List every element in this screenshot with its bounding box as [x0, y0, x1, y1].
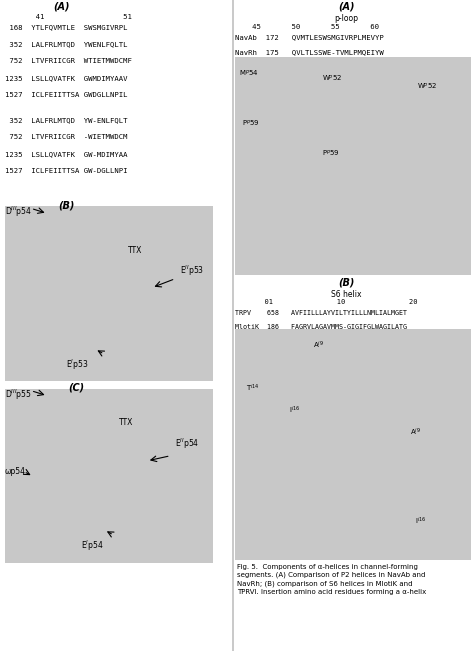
Text: 752  LTVFRIICGR  -WIETMWDCM: 752 LTVFRIICGR -WIETMWDCM — [5, 134, 127, 140]
Text: 168  YTLFQVMTLE  SWSMGIVRPL: 168 YTLFQVMTLE SWSMGIVRPL — [5, 24, 127, 30]
Text: 1235  LSLLQVATFK  GW-MDIMYAA: 1235 LSLLQVATFK GW-MDIMYAA — [5, 151, 127, 157]
Text: D$^{III}$p54: D$^{III}$p54 — [5, 205, 32, 219]
Text: (A): (A) — [54, 2, 70, 12]
Text: ωp54: ωp54 — [5, 467, 26, 476]
FancyBboxPatch shape — [235, 57, 471, 275]
Text: W$^p$52: W$^p$52 — [322, 73, 343, 83]
Text: (B): (B) — [338, 277, 354, 287]
Text: 1527  ICLFEIITTSA GWDGLLNPIL: 1527 ICLFEIITTSA GWDGLLNPIL — [5, 92, 127, 98]
Text: P$^p$59: P$^p$59 — [242, 118, 259, 128]
Text: 752  LTVFRIICGR  WTIETMWDCMF: 752 LTVFRIICGR WTIETMWDCMF — [5, 58, 132, 64]
Text: E$^{II}$p54: E$^{II}$p54 — [175, 436, 200, 450]
Text: NavAb  172   QVMTLESWSMGIVRPLMEVYP: NavAb 172 QVMTLESWSMGIVRPLMEVYP — [235, 34, 383, 40]
Text: MlotiK  186   FAGRVLAGAVMMS-GIGIFGLWAGILATG: MlotiK 186 FAGRVLAGAVMMS-GIGIFGLWAGILATG — [235, 324, 407, 329]
Text: M$^p$54: M$^p$54 — [239, 68, 259, 78]
Text: T$^{i14}$: T$^{i14}$ — [246, 383, 260, 394]
Text: Fig. 5.  Components of α-helices in channel-forming
segments. (A) Comparison of : Fig. 5. Components of α-helices in chann… — [237, 564, 426, 595]
Text: E$^{I}$p54: E$^{I}$p54 — [81, 539, 103, 553]
Text: S6 helix: S6 helix — [331, 290, 361, 299]
FancyBboxPatch shape — [235, 329, 471, 560]
Text: TTX: TTX — [118, 418, 133, 427]
Text: TRPV    658   AVFIILLLAYVILTYILLLNMLIALMGET: TRPV 658 AVFIILLLAYVILTYILLLNMLIALMGET — [235, 310, 407, 316]
Text: (B): (B) — [58, 201, 74, 210]
Text: I$^{i16}$: I$^{i16}$ — [289, 405, 301, 416]
FancyBboxPatch shape — [5, 206, 213, 381]
Text: W$^p$52: W$^p$52 — [417, 81, 438, 91]
Text: 352  LALFRLMTQD  YWENLFQLTL: 352 LALFRLMTQD YWENLFQLTL — [5, 41, 127, 47]
Text: P$^p$59: P$^p$59 — [322, 148, 340, 158]
Text: 1235  LSLLQVATFK  GWMDIMYAAV: 1235 LSLLQVATFK GWMDIMYAAV — [5, 75, 127, 81]
Text: 45       50       55       60: 45 50 55 60 — [239, 24, 379, 30]
Text: p-loop: p-loop — [334, 14, 358, 23]
Text: I$^{i16}$: I$^{i16}$ — [415, 516, 426, 527]
Text: 41                  51: 41 51 — [5, 14, 132, 20]
Text: (A): (A) — [338, 2, 354, 12]
FancyBboxPatch shape — [5, 389, 213, 563]
Text: TTX: TTX — [128, 246, 142, 255]
Text: (C): (C) — [68, 383, 84, 393]
Text: 352  LALFRLMTQD  YW-ENLFQLT: 352 LALFRLMTQD YW-ENLFQLT — [5, 117, 127, 123]
Text: A$^{i9}$: A$^{i9}$ — [313, 340, 324, 351]
Text: A$^{i9}$: A$^{i9}$ — [410, 426, 421, 437]
Text: E$^{I}$p53: E$^{I}$p53 — [66, 358, 89, 372]
Text: 1527  ICLFEIITTSA GW-DGLLNPI: 1527 ICLFEIITTSA GW-DGLLNPI — [5, 168, 127, 174]
Text: NavRh  175   QVLTLSSWE-TVMLPMQEIYW: NavRh 175 QVLTLSSWE-TVMLPMQEIYW — [235, 49, 383, 55]
Text: E$^{II}$p53: E$^{II}$p53 — [180, 264, 204, 278]
Text: D$^{III}$p55: D$^{III}$p55 — [5, 387, 32, 402]
Text: 01               10               20: 01 10 20 — [239, 299, 418, 305]
